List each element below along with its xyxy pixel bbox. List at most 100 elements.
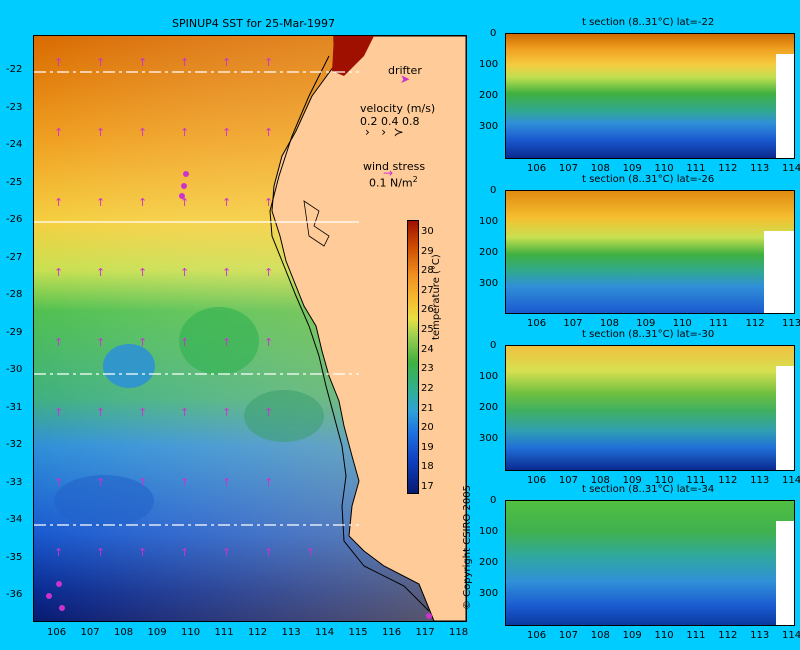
map-title: SPINUP4 SST for 25-Mar-1997 — [172, 17, 336, 30]
depth-tick: 0 — [490, 340, 497, 351]
lat-label: -28 — [6, 289, 23, 300]
colorbar-tick: 17 — [421, 481, 434, 492]
depth-tick: 300 — [479, 278, 499, 289]
section-lon-tick: 109 — [622, 475, 642, 486]
lon-label: 117 — [415, 627, 435, 638]
colorbar-tick: 25 — [421, 324, 434, 336]
section-lon-tick: 108 — [590, 475, 610, 486]
copyright-text: © Copyright CSIRO 2005 — [462, 485, 473, 610]
section-panel[interactable] — [505, 33, 795, 159]
lon-label: 113 — [281, 627, 301, 638]
depth-tick: 300 — [479, 121, 499, 132]
sst-field: ↑ ↑ ↑ ↑ ↑ ↑ ↑ ↑ ↑ ↑ ↑ ↑ ↑ ↑ ↑ ↑ ↑ ↑ ↑ ↑ ↑ ↑ ↑ ↑ ↑ ↑ ↑ ↑ ↑ ↑ ↑ ↑ ↑ ↑ ↑ ↑ ↑ ↑ ↑ ↑… — [34, 36, 466, 621]
velocity-arrow: ↑ — [138, 406, 147, 419]
velocity-arrow: ↑ — [180, 336, 189, 349]
velocity-arrow: ↑ — [264, 546, 273, 559]
section-lon-tick: 110 — [654, 630, 674, 641]
lon-label: 115 — [348, 627, 368, 638]
section-lon-tick: 110 — [654, 163, 674, 174]
velocity-arrow: ↑ — [96, 196, 105, 209]
colorbar-tick: 29 — [421, 245, 434, 257]
colorbar — [407, 220, 419, 494]
velocity-arrow: ↑ — [54, 476, 63, 489]
lon-label: 111 — [214, 627, 234, 638]
velocity-title: velocity (m/s) — [360, 102, 436, 115]
depth-tick: 100 — [479, 371, 499, 382]
lat-label: -22 — [6, 64, 23, 75]
velocity-arrow: ↑ — [96, 546, 105, 559]
velocity-arrow: ↑ — [264, 476, 273, 489]
section-title: t section (8..31°C) lat=-26 — [582, 174, 715, 185]
velocity-arrow: ↑ — [96, 126, 105, 139]
velocity-arrow: ↑ — [264, 266, 273, 279]
section-lon-tick: 106 — [527, 163, 547, 174]
wind-stress-title: wind stress — [363, 160, 426, 173]
depth-tick: 100 — [479, 59, 499, 70]
section-lon-tick: 109 — [622, 630, 642, 641]
section-panel[interactable] — [505, 500, 795, 626]
section-panel[interactable] — [505, 190, 795, 314]
section-lon-tick: 111 — [686, 630, 706, 641]
section-lon-tick: 106 — [527, 630, 547, 641]
lat-label: -34 — [6, 514, 23, 525]
colorbar-tick: 20 — [421, 422, 434, 434]
velocity-arrow: ↑ — [264, 196, 273, 209]
section-lon-tick: 111 — [686, 475, 706, 486]
lat-label: -29 — [6, 326, 23, 338]
velocity-arrow: ↑ — [138, 336, 147, 349]
section-land — [776, 54, 794, 158]
velocity-legend-arrows: › › ≻ — [365, 125, 404, 139]
colorbar-tick: 22 — [421, 382, 434, 394]
velocity-arrow: ↑ — [138, 266, 147, 279]
eddy-mixed — [244, 390, 324, 442]
velocity-arrow: ↑ — [138, 546, 147, 559]
colorbar-tick: 30 — [421, 226, 434, 237]
section-land — [776, 521, 794, 625]
velocity-arrow: ↑ — [138, 126, 147, 139]
velocity-arrow: ↑ — [222, 406, 231, 419]
depth-tick: 0 — [490, 495, 497, 506]
section-lon-tick: 112 — [718, 475, 738, 486]
velocity-arrow: ↑ — [180, 196, 189, 209]
depth-tick: 0 — [490, 185, 497, 196]
depth-tick: 200 — [479, 402, 499, 413]
section-lines — [34, 71, 359, 526]
velocity-arrow: ↑ — [54, 56, 63, 69]
velocity-arrow: ↑ — [138, 476, 147, 489]
hot-corner — [332, 36, 374, 76]
velocity-arrow: ↑ — [180, 56, 189, 69]
depth-tick: 300 — [479, 588, 499, 599]
velocity-arrow: ↑ — [138, 196, 147, 209]
lon-label: 107 — [80, 627, 100, 638]
lon-label: 118 — [449, 627, 469, 638]
section-title: t section (8..31°C) lat=-22 — [582, 17, 715, 28]
eddy-cold — [103, 344, 155, 388]
velocity-arrow: ↑ — [222, 126, 231, 139]
lon-label: 116 — [382, 627, 402, 638]
section-lon-tick: 111 — [686, 163, 706, 174]
section-panel[interactable] — [505, 345, 795, 471]
depth-tick: 300 — [479, 433, 499, 444]
colorbar-tick: 26 — [421, 304, 434, 316]
depth-tick: 200 — [479, 557, 499, 568]
section-lon-tick: 107 — [558, 163, 578, 174]
colorbar-tick: 19 — [421, 441, 434, 453]
section-lon-tick: 112 — [745, 318, 765, 329]
velocity-arrow: ↑ — [96, 56, 105, 69]
velocity-arrow: ↑ — [306, 546, 315, 559]
section-lon-tick: 109 — [622, 163, 642, 174]
sst-map[interactable]: ↑ ↑ ↑ ↑ ↑ ↑ ↑ ↑ ↑ ↑ ↑ ↑ ↑ ↑ ↑ ↑ ↑ ↑ ↑ ↑ ↑ ↑ ↑ ↑ ↑ ↑ ↑ ↑ ↑ ↑ ↑ ↑ ↑ ↑ ↑ ↑ ↑ ↑ ↑ ↑… — [33, 35, 467, 622]
section-lon-tick: 111 — [709, 318, 729, 329]
velocity-arrow: ↑ — [180, 126, 189, 139]
section-land — [776, 366, 794, 470]
velocity-arrow: ↑ — [96, 266, 105, 279]
velocity-arrow: ↑ — [54, 336, 63, 349]
lat-label: -30 — [6, 364, 23, 375]
lon-label: 114 — [315, 627, 335, 638]
depth-tick: 200 — [479, 90, 499, 101]
lon-label: 108 — [114, 627, 134, 638]
eddy-deep — [54, 475, 154, 527]
velocity-arrow: ↑ — [96, 336, 105, 349]
depth-tick: 100 — [479, 216, 499, 227]
velocity-arrow: ↑ — [264, 56, 273, 69]
